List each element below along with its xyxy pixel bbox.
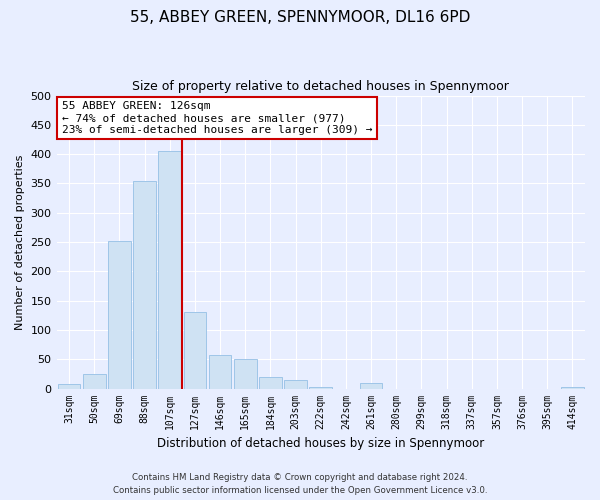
Bar [360, 382, 382, 388]
Bar [58, 384, 80, 388]
Bar [184, 312, 206, 388]
Text: Contains HM Land Registry data © Crown copyright and database right 2024.
Contai: Contains HM Land Registry data © Crown c… [113, 474, 487, 495]
Bar [259, 377, 282, 388]
Bar [284, 380, 307, 388]
Text: 55, ABBEY GREEN, SPENNYMOOR, DL16 6PD: 55, ABBEY GREEN, SPENNYMOOR, DL16 6PD [130, 10, 470, 25]
Bar [158, 151, 181, 388]
X-axis label: Distribution of detached houses by size in Spennymoor: Distribution of detached houses by size … [157, 437, 484, 450]
Y-axis label: Number of detached properties: Number of detached properties [15, 154, 25, 330]
Title: Size of property relative to detached houses in Spennymoor: Size of property relative to detached ho… [133, 80, 509, 93]
Bar [209, 354, 232, 388]
Bar [83, 374, 106, 388]
Bar [234, 360, 257, 388]
Bar [108, 241, 131, 388]
Bar [561, 387, 584, 388]
Text: 55 ABBEY GREEN: 126sqm
← 74% of detached houses are smaller (977)
23% of semi-de: 55 ABBEY GREEN: 126sqm ← 74% of detached… [62, 102, 373, 134]
Bar [133, 180, 156, 388]
